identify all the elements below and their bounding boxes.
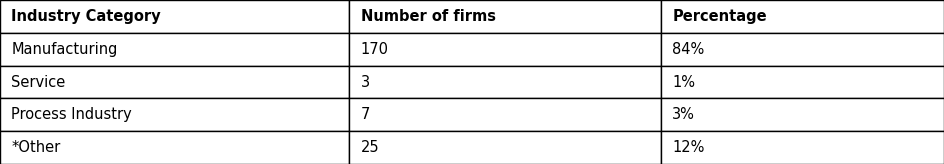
Bar (661, 131, 944, 164)
Text: 170: 170 (361, 42, 389, 57)
Bar (0, 131, 349, 164)
Text: Percentage: Percentage (672, 9, 767, 24)
Bar (0, 66, 349, 98)
Bar (661, 33, 944, 66)
Bar (0, 0, 349, 33)
Bar (0, 33, 349, 66)
Bar (661, 66, 944, 98)
Bar (0, 98, 349, 131)
Bar (661, 0, 944, 33)
Text: 3%: 3% (672, 107, 695, 122)
Text: 7: 7 (361, 107, 370, 122)
Bar (349, 131, 661, 164)
Bar (661, 98, 944, 131)
Text: *Other: *Other (11, 140, 60, 155)
Bar (349, 66, 661, 98)
Bar (349, 0, 661, 33)
Text: 1%: 1% (672, 74, 695, 90)
Text: 25: 25 (361, 140, 379, 155)
Text: Manufacturing: Manufacturing (11, 42, 118, 57)
Text: Process Industry: Process Industry (11, 107, 132, 122)
Text: 3: 3 (361, 74, 370, 90)
Text: 12%: 12% (672, 140, 704, 155)
Bar (349, 98, 661, 131)
Bar (349, 33, 661, 66)
Text: Industry Category: Industry Category (11, 9, 161, 24)
Text: 84%: 84% (672, 42, 704, 57)
Text: Number of firms: Number of firms (361, 9, 496, 24)
Text: Service: Service (11, 74, 65, 90)
